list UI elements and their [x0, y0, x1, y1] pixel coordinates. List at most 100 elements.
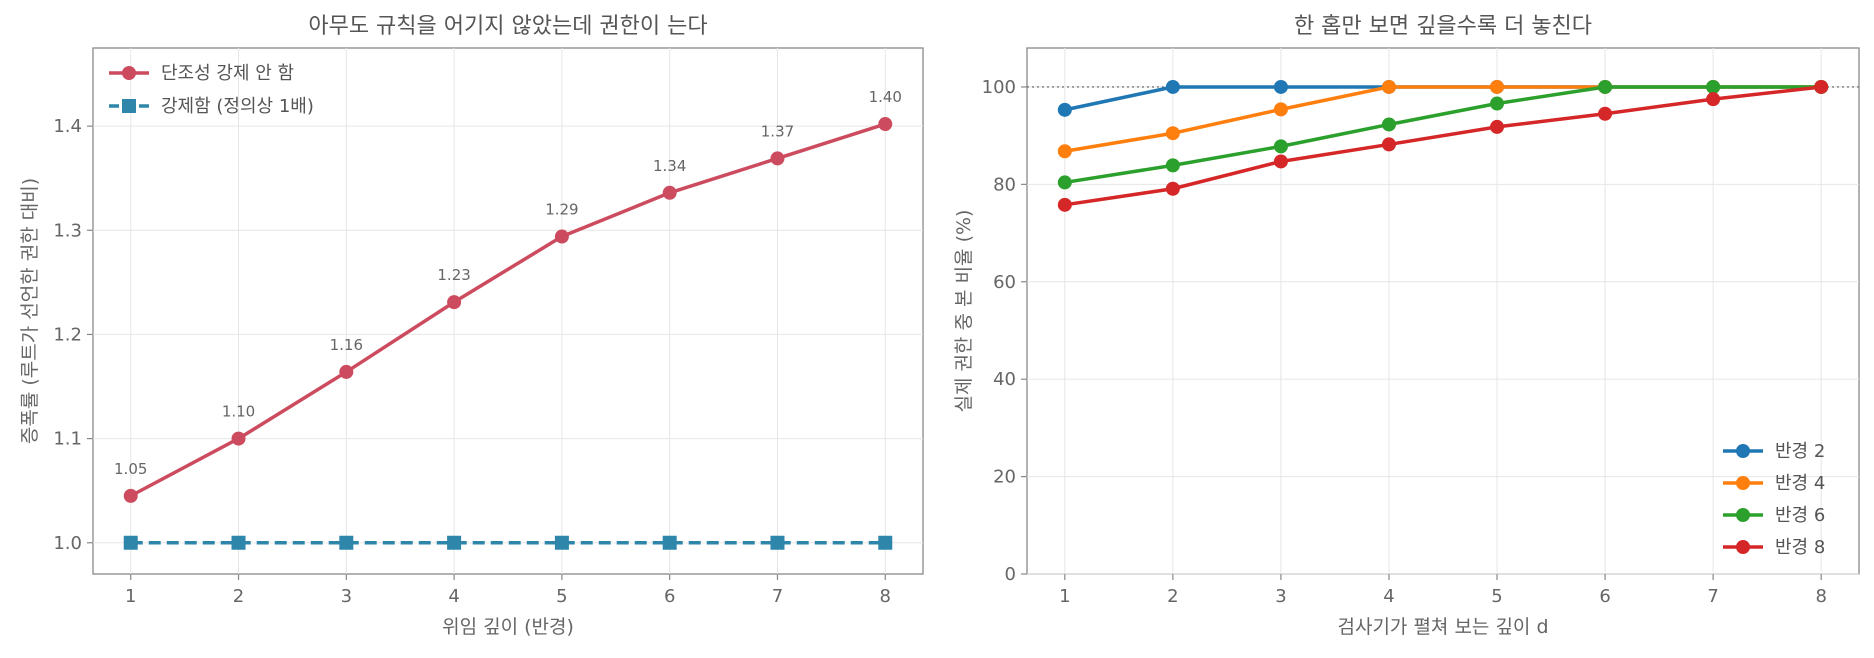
- y-tick-label: 0: [1005, 564, 1016, 585]
- plot-frame: [92, 47, 924, 575]
- data-point: [1165, 158, 1180, 173]
- data-point: [123, 488, 138, 503]
- series-line: [129, 122, 886, 498]
- x-tick-label: 1: [125, 586, 136, 607]
- data-point: [1165, 79, 1180, 94]
- grid: [93, 48, 923, 574]
- data-label: 1.10: [222, 403, 255, 421]
- data-point: [123, 535, 138, 550]
- legend-item-1: 반경 2: [1723, 441, 1825, 462]
- data-point: [339, 535, 354, 550]
- legend-marker: [122, 99, 136, 113]
- x-tick-label: 3: [1275, 586, 1286, 607]
- data-point: [447, 535, 462, 550]
- legend-marker: [1736, 508, 1750, 522]
- chart-coverage: 한 홉만 보면 깊을수록 더 놓친다 검사기가 펼쳐 보는 깊이 d 실제 권한…: [953, 14, 1860, 638]
- data-label: 1.23: [437, 266, 470, 284]
- data-point: [1706, 92, 1721, 107]
- y-tick-label: 1.3: [53, 220, 82, 241]
- y-axis-label: 실제 권한 중 본 비율 (%): [953, 210, 975, 413]
- legend-marker: [1736, 444, 1750, 458]
- x-tick-label: 6: [1599, 586, 1610, 607]
- series-4: [1057, 79, 1829, 212]
- series-line: [1064, 85, 1822, 185]
- data-label: 1.29: [545, 201, 578, 219]
- legend-item-4: 반경 8: [1723, 537, 1825, 558]
- data-point: [1598, 106, 1613, 121]
- legend-label: 반경 6: [1775, 505, 1825, 526]
- chart-title: 한 홉만 보면 깊을수록 더 놓친다: [1294, 14, 1592, 39]
- series-1: 1.05 1.10 1.16 1.23 1.29 1.34 1.37 1.40: [114, 88, 902, 503]
- series-layer: 1.05 1.10 1.16 1.23 1.29 1.34 1.37 1.40: [114, 88, 902, 550]
- data-point: [1057, 102, 1072, 117]
- data-point: [231, 431, 246, 446]
- data-point: [770, 535, 785, 550]
- legend-item-2: 반경 4: [1723, 473, 1825, 494]
- ticks: 1 2 3 4 5 6 7 8 1.0 1.1 1.2 1.3 1.4: [53, 116, 891, 607]
- y-tick-label: 60: [993, 272, 1016, 293]
- x-tick-label: 8: [1815, 586, 1826, 607]
- y-tick-label: 40: [993, 369, 1016, 390]
- chart-title: 아무도 규칙을 어기지 않았는데 권한이 는다: [308, 14, 707, 39]
- data-point: [1273, 154, 1288, 169]
- y-tick-label: 1.4: [53, 116, 82, 137]
- data-point: [1165, 126, 1180, 141]
- data-point: [1490, 96, 1505, 111]
- x-tick-label: 3: [341, 586, 352, 607]
- x-tick-label: 6: [664, 586, 675, 607]
- data-point: [662, 185, 677, 200]
- data-point: [662, 535, 677, 550]
- data-point: [554, 229, 569, 244]
- data-label: 1.40: [869, 88, 902, 106]
- series-line: [1064, 85, 1822, 207]
- y-tick-label: 80: [993, 174, 1016, 195]
- x-tick-label: 4: [1383, 586, 1394, 607]
- x-tick-label: 4: [448, 586, 459, 607]
- data-label: 1.16: [330, 336, 363, 354]
- series-2: [123, 535, 893, 550]
- data-point: [1598, 79, 1613, 94]
- data-point: [770, 151, 785, 166]
- data-label: 1.37: [761, 122, 794, 140]
- legend-label: 강제함 (정의상 1배): [161, 96, 314, 117]
- data-point: [1814, 79, 1829, 94]
- legend-marker: [122, 66, 136, 80]
- plot-frame: [1026, 47, 1860, 575]
- data-point: [1490, 79, 1505, 94]
- x-tick-label: 5: [1491, 586, 1502, 607]
- x-tick-label: 7: [1707, 586, 1718, 607]
- x-tick-label: 7: [772, 586, 783, 607]
- data-point: [878, 117, 893, 132]
- data-point: [339, 364, 354, 379]
- x-axis-label: 검사기가 펼쳐 보는 깊이 d: [1337, 616, 1548, 638]
- data-label: 1.05: [114, 460, 147, 478]
- data-point: [1165, 181, 1180, 196]
- y-tick-label: 20: [993, 467, 1016, 488]
- legend-marker: [1736, 476, 1750, 490]
- y-tick-label: 1.1: [53, 429, 82, 450]
- series-3: [1057, 79, 1829, 190]
- legend-label: 반경 8: [1775, 537, 1825, 558]
- legend-label: 단조성 강제 안 함: [161, 63, 294, 84]
- data-label: 1.34: [653, 157, 686, 175]
- grid: [1027, 48, 1859, 575]
- data-point: [1381, 79, 1396, 94]
- legend-marker: [1736, 540, 1750, 554]
- y-axis-label: 증폭률 (루트가 선언한 권한 대비): [19, 178, 41, 444]
- x-tick-label: 2: [233, 586, 244, 607]
- data-point: [1273, 79, 1288, 94]
- y-tick-label: 100: [982, 77, 1016, 98]
- data-point: [1057, 144, 1072, 159]
- legend-item-1: 단조성 강제 안 함: [109, 63, 294, 84]
- chart-amplification: 아무도 규칙을 어기지 않았는데 권한이 는다 위임 깊이 (반경) 증폭률 (…: [19, 14, 924, 638]
- data-point: [1490, 119, 1505, 134]
- x-tick-label: 8: [880, 586, 891, 607]
- x-tick-label: 1: [1059, 586, 1070, 607]
- legend-label: 반경 4: [1775, 473, 1825, 494]
- data-point: [1381, 117, 1396, 132]
- data-point: [447, 295, 462, 310]
- data-point: [554, 535, 569, 550]
- legend-item-3: 반경 6: [1723, 505, 1825, 526]
- series-layer: [1027, 79, 1859, 212]
